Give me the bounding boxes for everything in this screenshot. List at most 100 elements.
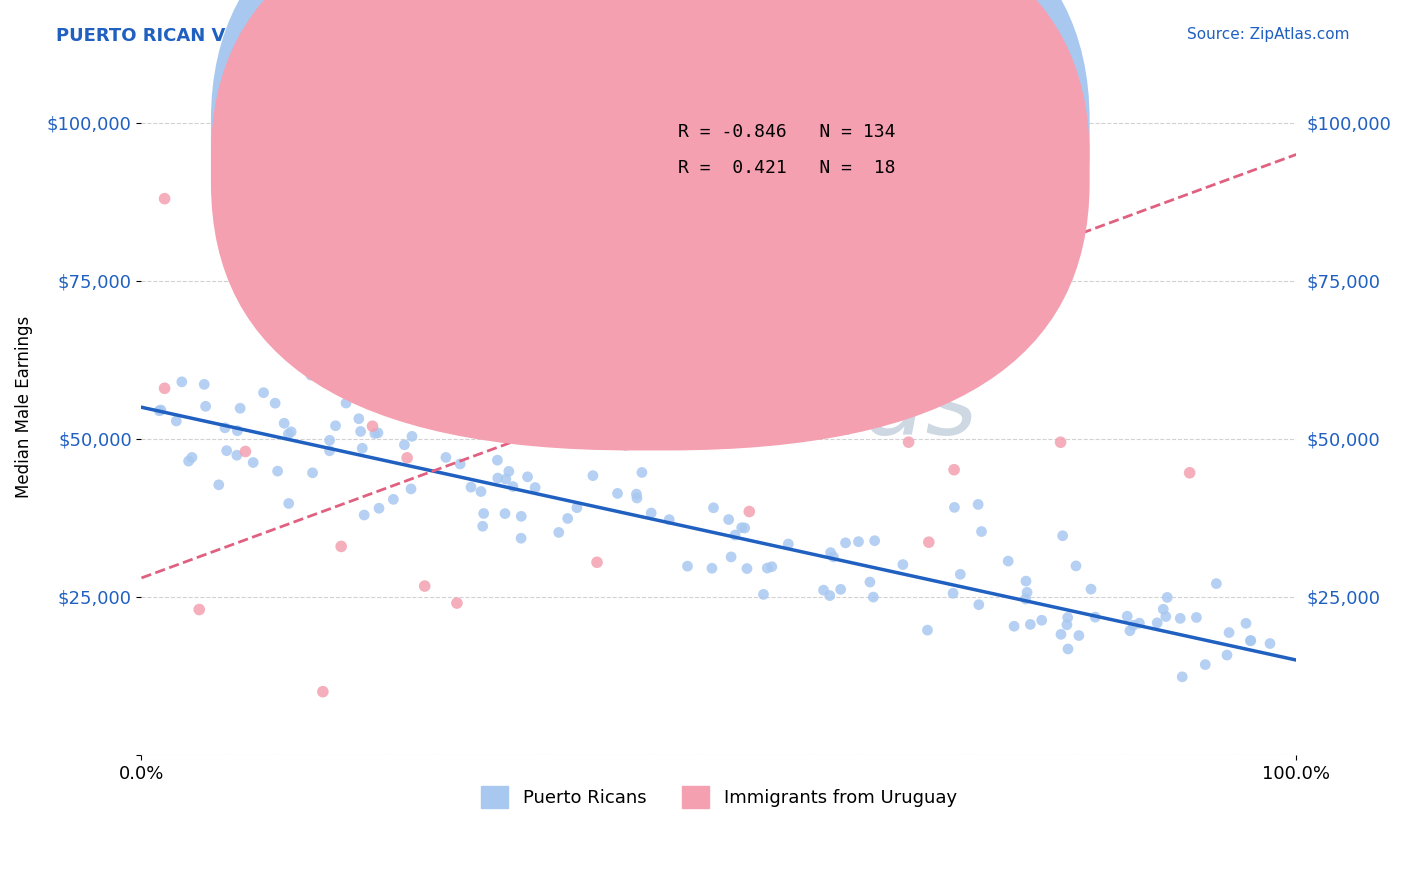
Point — [676, 559, 699, 574]
Point — [1152, 602, 1174, 616]
Point — [502, 479, 524, 493]
Point — [565, 500, 588, 515]
Point — [252, 385, 274, 400]
Point — [368, 501, 391, 516]
Point — [498, 464, 520, 478]
Point — [943, 463, 966, 477]
Point — [970, 524, 993, 539]
Point — [229, 401, 252, 416]
Point — [277, 496, 299, 510]
Point — [1122, 618, 1144, 632]
Point — [361, 419, 384, 434]
Point — [1205, 576, 1227, 591]
Point — [401, 429, 423, 443]
Point — [208, 478, 231, 492]
Point — [943, 500, 966, 515]
Point — [510, 509, 533, 524]
Point — [1146, 615, 1168, 630]
Point — [382, 492, 405, 507]
Point — [181, 450, 204, 465]
Point — [1171, 670, 1194, 684]
Point — [752, 587, 775, 601]
Point — [312, 684, 335, 698]
Text: ZIP: ZIP — [627, 359, 810, 456]
Text: atlas: atlas — [737, 359, 979, 456]
Point — [997, 554, 1019, 568]
Point — [582, 468, 605, 483]
Point — [486, 453, 509, 467]
Point — [640, 506, 662, 520]
Point — [1056, 610, 1078, 624]
Point — [586, 555, 609, 569]
Point — [967, 598, 990, 612]
Point — [273, 416, 295, 430]
Legend: Puerto Ricans, Immigrants from Uruguay: Puerto Ricans, Immigrants from Uruguay — [474, 779, 965, 815]
Point — [834, 536, 856, 550]
Point — [1019, 617, 1042, 632]
Point — [891, 558, 914, 572]
Point — [299, 368, 322, 383]
Point — [547, 525, 569, 540]
Point — [897, 435, 920, 450]
Point — [1119, 624, 1142, 638]
Point — [631, 466, 654, 480]
Point — [1194, 657, 1216, 672]
Point — [225, 448, 247, 462]
Point — [1015, 574, 1038, 588]
Point — [862, 590, 884, 604]
Point — [1014, 591, 1036, 606]
Point — [1185, 610, 1208, 624]
Point — [778, 537, 800, 551]
Point — [242, 456, 264, 470]
Point — [396, 450, 419, 465]
Point — [226, 424, 249, 438]
Point — [335, 396, 357, 410]
Point — [280, 425, 302, 439]
Point — [330, 540, 353, 554]
Point — [214, 421, 236, 435]
Point — [1216, 648, 1239, 662]
Point — [153, 381, 176, 395]
Point — [1168, 611, 1191, 625]
Point — [967, 498, 990, 512]
Point — [470, 484, 492, 499]
Point — [349, 425, 371, 439]
Point — [495, 472, 517, 486]
Point — [170, 375, 193, 389]
Point — [1116, 609, 1139, 624]
Point — [756, 561, 779, 575]
Point — [318, 443, 340, 458]
Point — [266, 464, 288, 478]
Point — [942, 586, 965, 600]
Point — [188, 602, 211, 616]
Point — [818, 589, 841, 603]
Point — [1258, 636, 1281, 650]
Point — [367, 425, 389, 440]
Point — [1015, 585, 1038, 599]
Point — [1154, 609, 1177, 624]
Point — [449, 457, 471, 471]
Point — [724, 528, 747, 542]
Point — [735, 561, 758, 575]
Point — [918, 535, 941, 549]
Point — [700, 561, 723, 575]
Point — [1049, 435, 1071, 450]
Point — [813, 583, 835, 598]
Point — [738, 504, 761, 518]
Point — [1239, 633, 1261, 648]
Point — [830, 582, 852, 597]
Point — [606, 486, 628, 500]
Point — [264, 396, 287, 410]
Point — [446, 596, 468, 610]
Point — [1056, 617, 1078, 632]
Point — [516, 470, 538, 484]
Point — [626, 491, 648, 505]
Point — [1084, 610, 1107, 624]
Point — [823, 549, 845, 564]
Point — [301, 466, 323, 480]
Point — [1002, 619, 1025, 633]
Point — [949, 567, 972, 582]
Text: PUERTO RICAN VS IMMIGRANTS FROM URUGUAY MEDIAN MALE EARNINGS CORRELATION CHART: PUERTO RICAN VS IMMIGRANTS FROM URUGUAY … — [56, 27, 1026, 45]
Point — [471, 519, 494, 533]
Point — [863, 533, 886, 548]
